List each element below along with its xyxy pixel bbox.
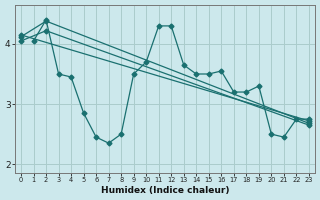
X-axis label: Humidex (Indice chaleur): Humidex (Indice chaleur) xyxy=(101,186,229,195)
